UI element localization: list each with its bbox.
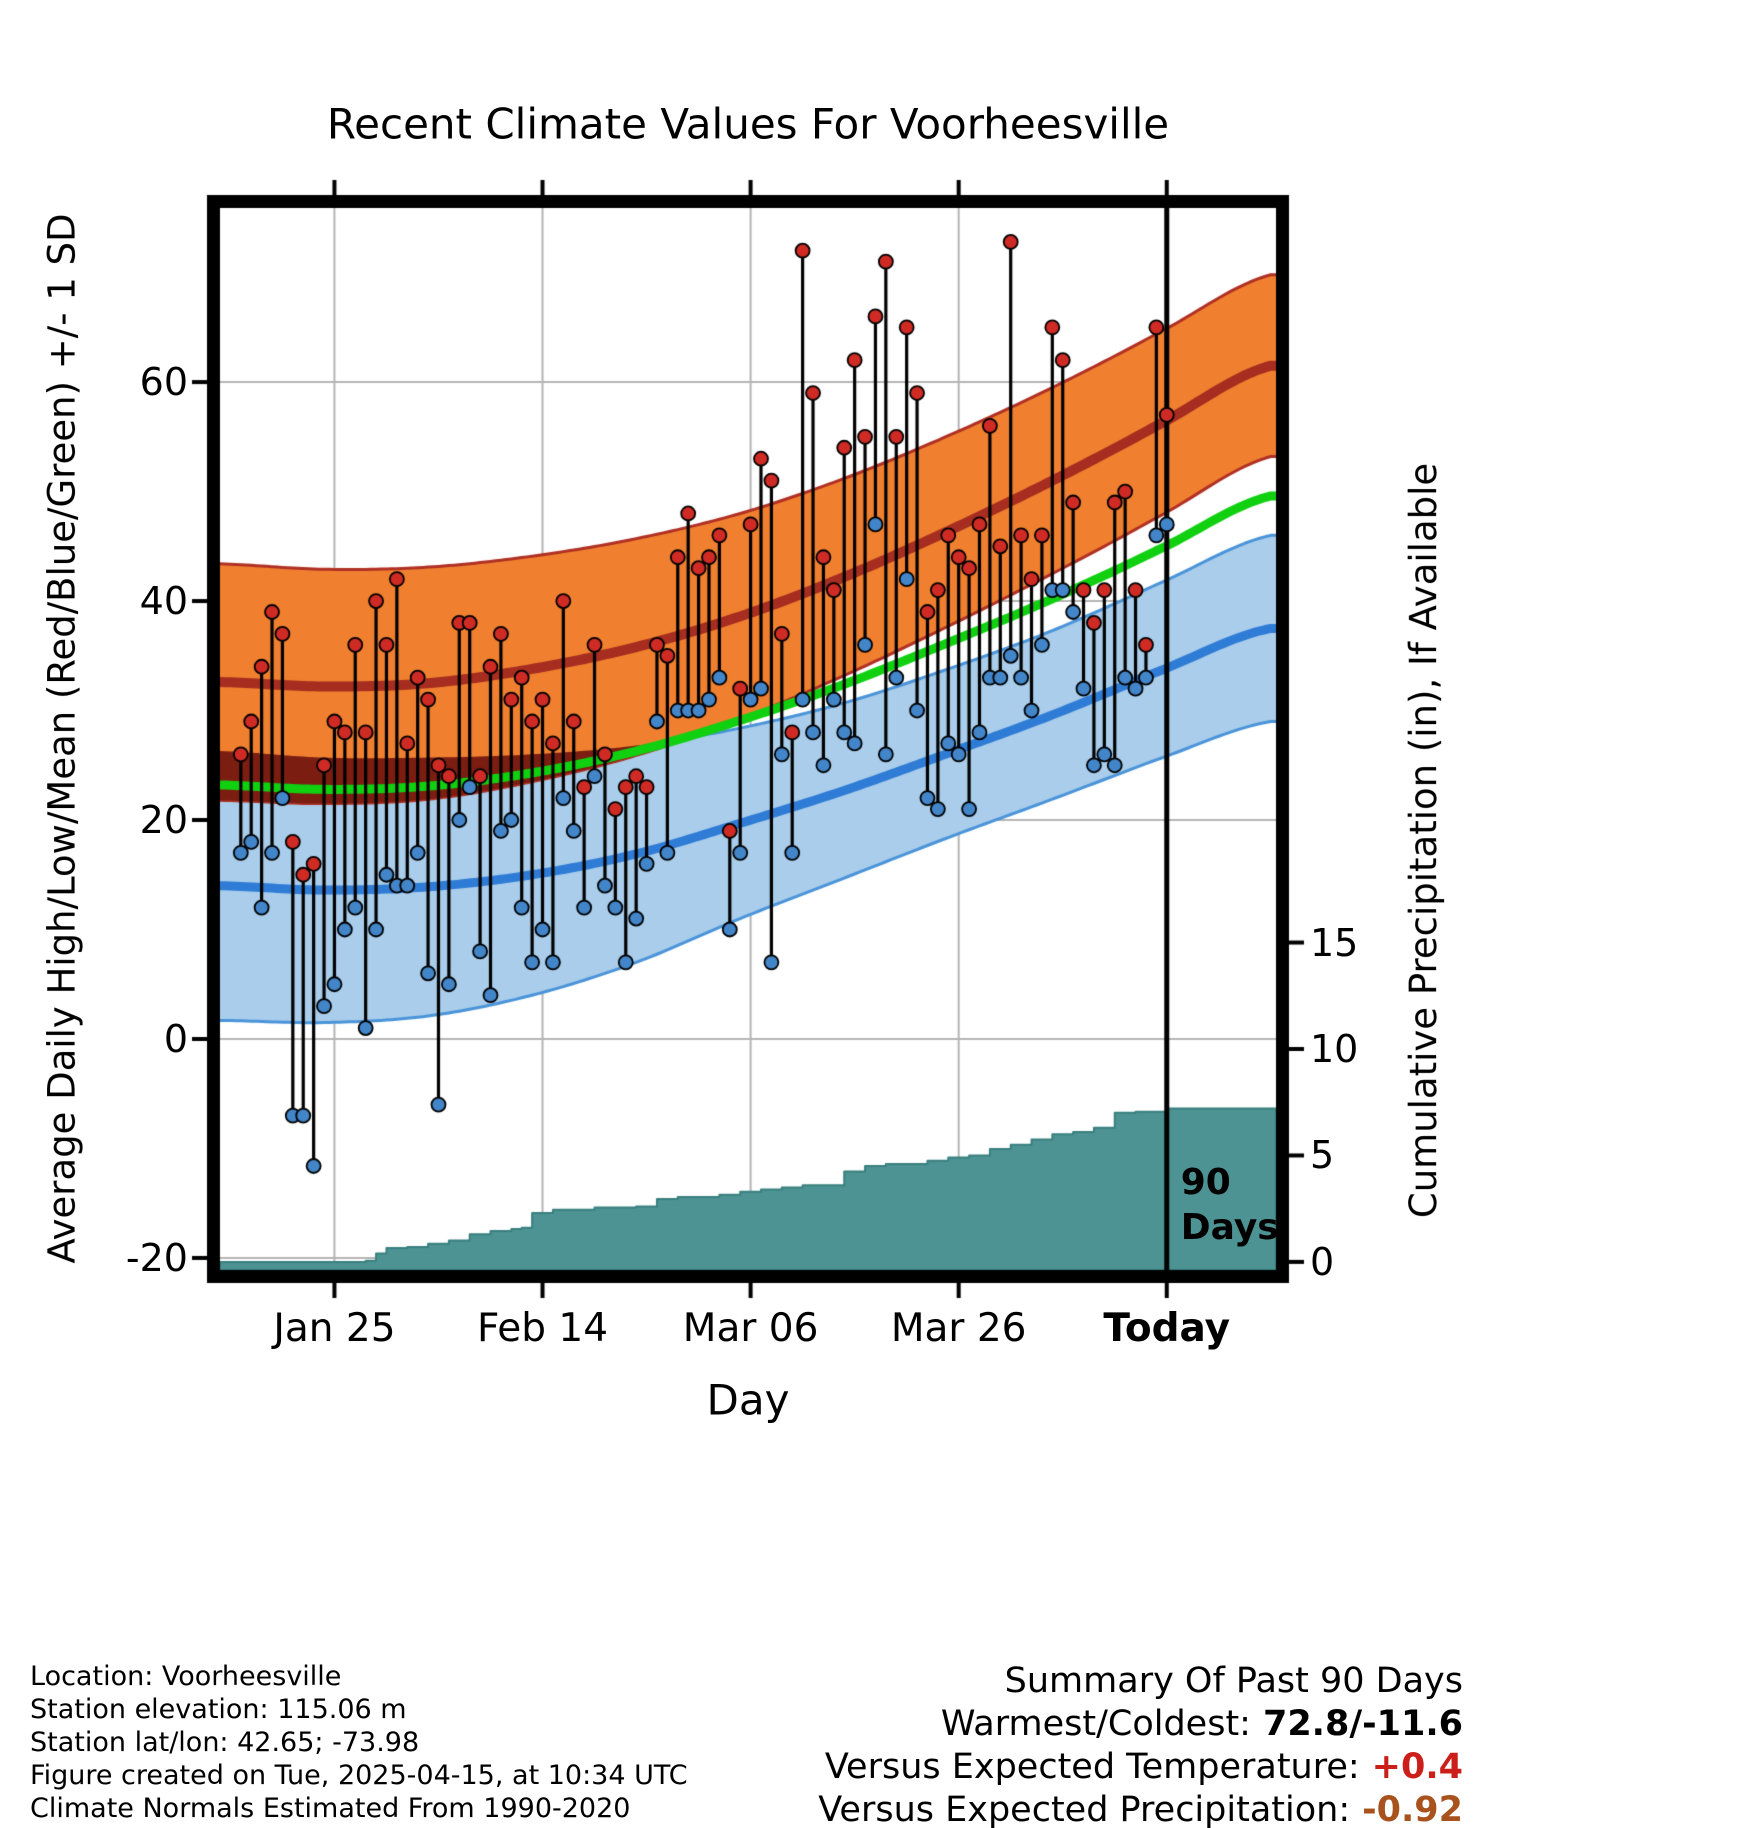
precip-anomaly-row: Versus Expected Precipitation: -0.92 xyxy=(818,1789,1463,1828)
page-title: Recent Climate Values For Voorheesville xyxy=(326,99,1170,149)
station-latlon: Station lat/lon: 42.65; -73.98 xyxy=(30,1727,420,1758)
y-left-tick-label: 60 xyxy=(139,360,188,405)
x-tick-label: Feb 14 xyxy=(476,1306,609,1351)
x-tick-label: Today xyxy=(1103,1306,1231,1351)
y-left-tick-label: 20 xyxy=(139,798,188,843)
ninety-days-label: 90 Days xyxy=(1181,1160,1279,1250)
climate-normals-note: Climate Normals Estimated From 1990-2020 xyxy=(30,1793,631,1824)
temp-anomaly-row: Versus Expected Temperature: +0.4 xyxy=(818,1746,1463,1789)
x-axis-title: Day xyxy=(706,1375,790,1425)
y-left-tick-label: 40 xyxy=(139,579,188,624)
x-tick-label: Mar 06 xyxy=(682,1306,819,1351)
summary-block: Summary Of Past 90 Days Warmest/Coldest:… xyxy=(818,1660,1463,1828)
figure-created: Figure created on Tue, 2025-04-15, at 10… xyxy=(30,1760,688,1791)
warmest-coldest-row: Warmest/Coldest: 72.8/-11.6 xyxy=(818,1703,1463,1746)
station-elevation: Station elevation: 115.06 m xyxy=(30,1694,407,1725)
x-tick-label: Mar 26 xyxy=(890,1306,1027,1351)
temp-anomaly-value: +0.4 xyxy=(1371,1747,1463,1787)
y-right-tick-label: 0 xyxy=(1310,1239,1335,1284)
warmest-coldest-value: 72.8/-11.6 xyxy=(1262,1704,1463,1744)
x-tick-label: Jan 25 xyxy=(273,1306,396,1351)
y-left-tick-label: -20 xyxy=(125,1235,188,1280)
y-right-tick-label: 10 xyxy=(1310,1026,1359,1071)
precip-anomaly-label: Versus Expected Precipitation: xyxy=(818,1790,1351,1828)
y-left-tick-label: 0 xyxy=(163,1016,188,1061)
station-info-block: Location: Voorheesville Station elevatio… xyxy=(30,1660,688,1825)
precip-anomaly-value: -0.92 xyxy=(1362,1790,1463,1828)
summary-heading: Summary Of Past 90 Days xyxy=(1004,1661,1463,1701)
ninety-days-line2: Days xyxy=(1180,1207,1279,1248)
warmest-coldest-label: Warmest/Coldest: xyxy=(940,1704,1251,1744)
y-right-tick-label: 5 xyxy=(1310,1133,1335,1178)
station-location: Location: Voorheesville xyxy=(30,1661,342,1692)
y-right-tick-label: 15 xyxy=(1310,920,1359,965)
ninety-days-line1: 90 xyxy=(1180,1162,1231,1203)
temp-anomaly-label: Versus Expected Temperature: xyxy=(824,1747,1360,1787)
